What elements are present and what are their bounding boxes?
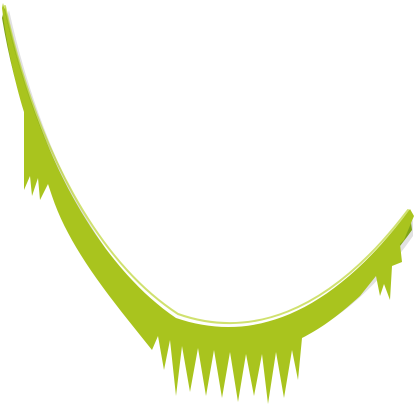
vine-highlight — [4, 5, 409, 324]
vine-band — [2, 3, 414, 404]
